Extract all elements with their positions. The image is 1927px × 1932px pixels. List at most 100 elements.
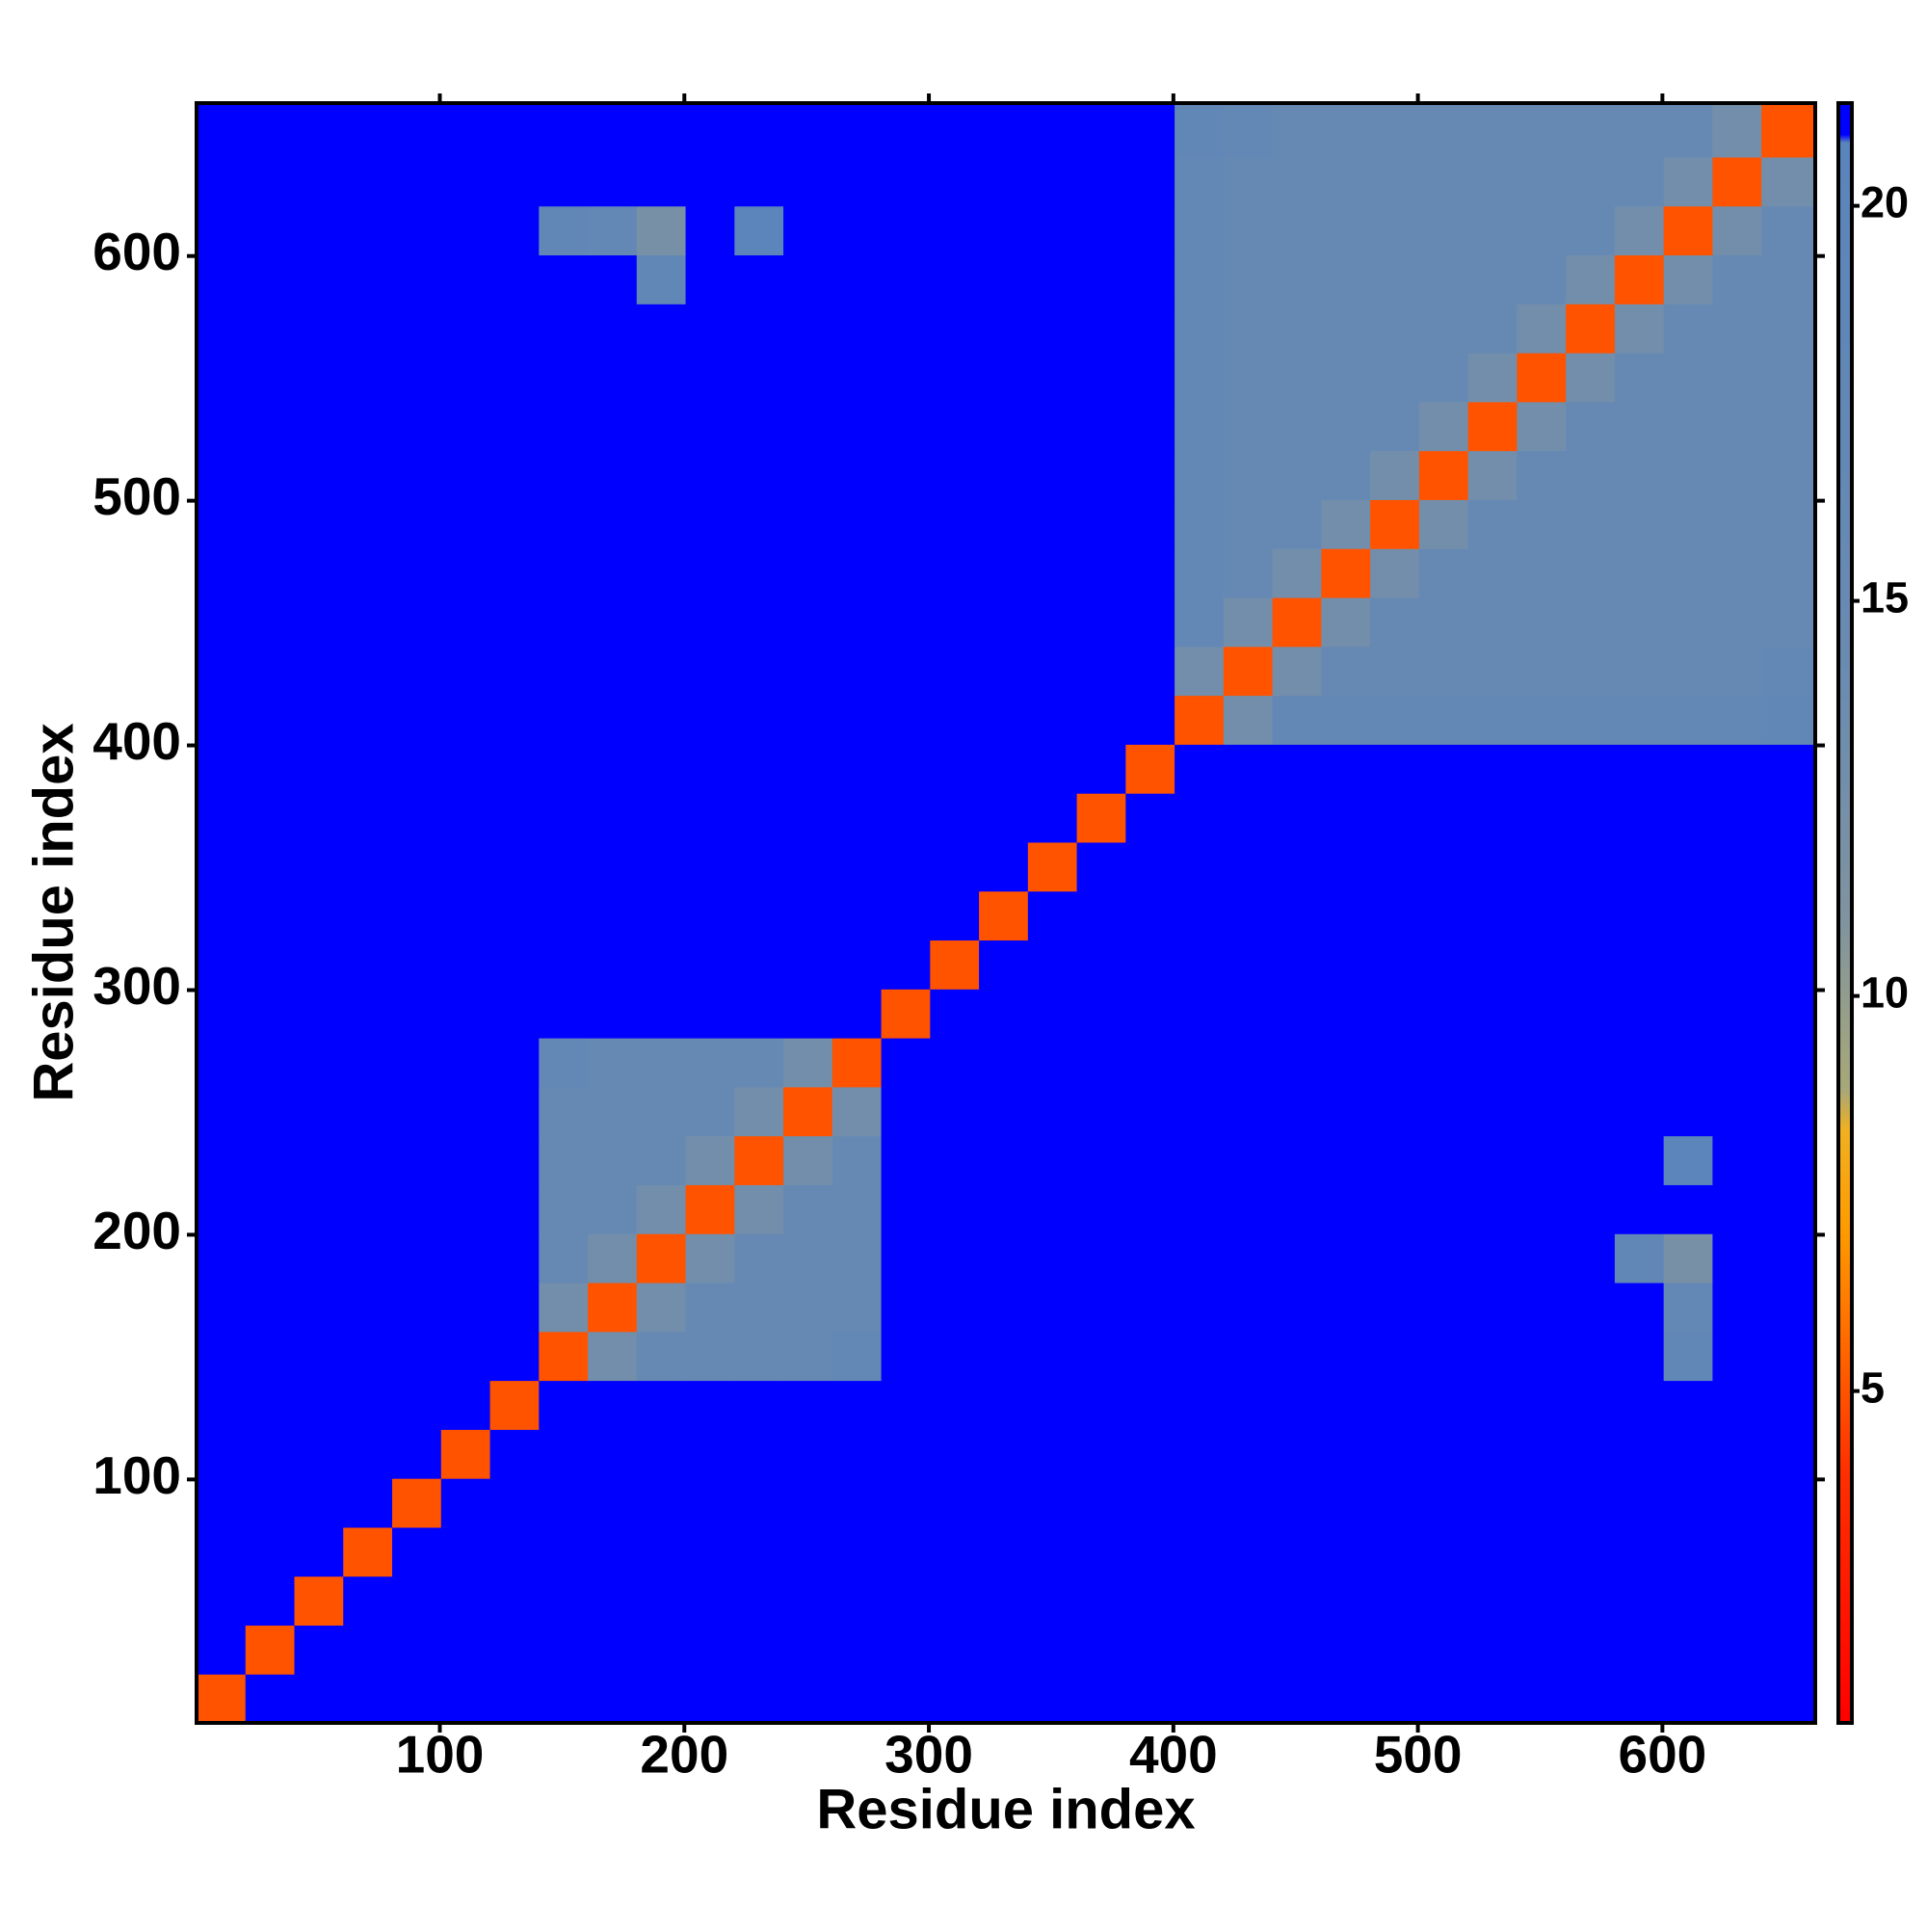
heatmap-cell	[1663, 548, 1714, 598]
heatmap-cell	[636, 1086, 687, 1137]
heatmap-cell	[1712, 401, 1762, 452]
heatmap-cell	[1370, 841, 1420, 892]
heatmap-cell	[685, 1233, 735, 1284]
heatmap-cell	[489, 1380, 540, 1430]
heatmap-cell	[832, 1478, 883, 1528]
heatmap-cell	[1517, 1575, 1567, 1627]
heatmap-cell	[1663, 450, 1714, 500]
heatmap-cell	[685, 744, 735, 794]
heatmap-cell	[1175, 499, 1225, 549]
heatmap-cell	[1125, 1233, 1175, 1284]
heatmap-cell	[1125, 1331, 1175, 1382]
heatmap-cell	[197, 1478, 247, 1528]
heatmap-cell	[1663, 1331, 1714, 1382]
heatmap-cell	[1370, 793, 1420, 843]
heatmap-cell	[881, 103, 931, 158]
heatmap-cell	[832, 1331, 883, 1382]
heatmap-cell	[685, 1135, 735, 1185]
heatmap-cell	[783, 353, 833, 403]
heatmap-cell	[1614, 1135, 1665, 1185]
heatmap-cell	[1076, 156, 1126, 207]
heatmap-cell	[881, 890, 931, 941]
heatmap-cell	[1418, 744, 1469, 794]
heatmap-cell	[539, 841, 589, 892]
heatmap-cell	[1761, 596, 1816, 648]
heatmap-cell	[734, 548, 784, 598]
heatmap-cell	[1076, 695, 1126, 745]
heatmap-cell	[1370, 1086, 1420, 1137]
heatmap-cell	[1566, 1233, 1616, 1284]
heatmap-cell	[1272, 646, 1322, 697]
heatmap-cell	[489, 103, 540, 158]
heatmap-cell	[881, 353, 931, 403]
heatmap-cell	[1614, 499, 1665, 549]
heatmap-cell	[1272, 304, 1322, 354]
heatmap-cell	[1663, 254, 1714, 304]
heatmap-cell	[1566, 695, 1616, 745]
heatmap-cell	[440, 1331, 491, 1382]
heatmap-cell	[294, 1575, 344, 1627]
heatmap-cell	[343, 1331, 393, 1382]
heatmap-cell	[881, 401, 931, 452]
heatmap-cell	[539, 254, 589, 304]
heatmap-cell	[1125, 1575, 1175, 1627]
heatmap-cell	[930, 1478, 980, 1528]
heatmap-cell	[588, 1233, 638, 1284]
heatmap-cell	[1517, 890, 1567, 941]
heatmap-cell	[1517, 353, 1567, 403]
heatmap-cell	[588, 1380, 638, 1430]
heatmap-cell	[392, 890, 442, 941]
heatmap-cell	[1370, 1674, 1420, 1724]
heatmap-cell	[245, 450, 296, 500]
heatmap-cell	[1761, 1233, 1816, 1284]
heatmap-cell	[881, 1331, 931, 1382]
heatmap-cell	[636, 1526, 687, 1577]
heatmap-cell	[685, 1674, 735, 1724]
heatmap-cell	[1175, 989, 1225, 1039]
heatmap-cell	[1321, 205, 1371, 256]
heatmap-cell	[1712, 1380, 1762, 1430]
heatmap-cell	[1175, 156, 1225, 207]
x-axis-title: Residue index	[816, 1778, 1195, 1840]
heatmap-cell	[1614, 695, 1665, 745]
heatmap-cell	[1566, 401, 1616, 452]
heatmap-cell	[392, 1429, 442, 1479]
heatmap-cell	[1467, 1282, 1518, 1333]
heatmap-cell	[1566, 1478, 1616, 1528]
heatmap-cell	[1566, 1184, 1616, 1234]
heatmap-cell	[1272, 841, 1322, 892]
heatmap-cell	[245, 695, 296, 745]
heatmap-cell	[1076, 450, 1126, 500]
heatmap-cell	[1517, 596, 1567, 648]
heatmap-cell	[1272, 1575, 1322, 1627]
heatmap-cell	[930, 1135, 980, 1185]
heatmap-cell	[930, 401, 980, 452]
heatmap-cell	[636, 744, 687, 794]
heatmap-cell	[1076, 596, 1126, 648]
heatmap-cell	[832, 793, 883, 843]
heatmap-cell	[294, 353, 344, 403]
heatmap-cell	[1418, 1086, 1469, 1137]
heatmap-cell	[343, 254, 393, 304]
heatmap-cell	[343, 596, 393, 648]
heatmap-cell	[1321, 1625, 1371, 1675]
heatmap-cell	[930, 304, 980, 354]
heatmap-cell	[294, 793, 344, 843]
heatmap-cell	[1418, 890, 1469, 941]
heatmap-cell	[832, 156, 883, 207]
heatmap-cell	[1467, 646, 1518, 697]
y-tick-label: 400	[92, 711, 181, 771]
heatmap-cell	[783, 646, 833, 697]
heatmap-cell	[1566, 989, 1616, 1039]
heatmap-cell	[1761, 548, 1816, 598]
heatmap-cell	[294, 1526, 344, 1577]
heatmap-cell	[1027, 1135, 1078, 1185]
heatmap-cell	[1321, 1184, 1371, 1234]
heatmap-cell	[440, 401, 491, 452]
heatmap-cell	[1761, 744, 1816, 794]
heatmap-cell	[1370, 1478, 1420, 1528]
heatmap-cell	[1418, 1526, 1469, 1577]
heatmap-cell	[343, 450, 393, 500]
heatmap-cell	[1272, 1331, 1322, 1382]
heatmap-cell	[343, 1625, 393, 1675]
